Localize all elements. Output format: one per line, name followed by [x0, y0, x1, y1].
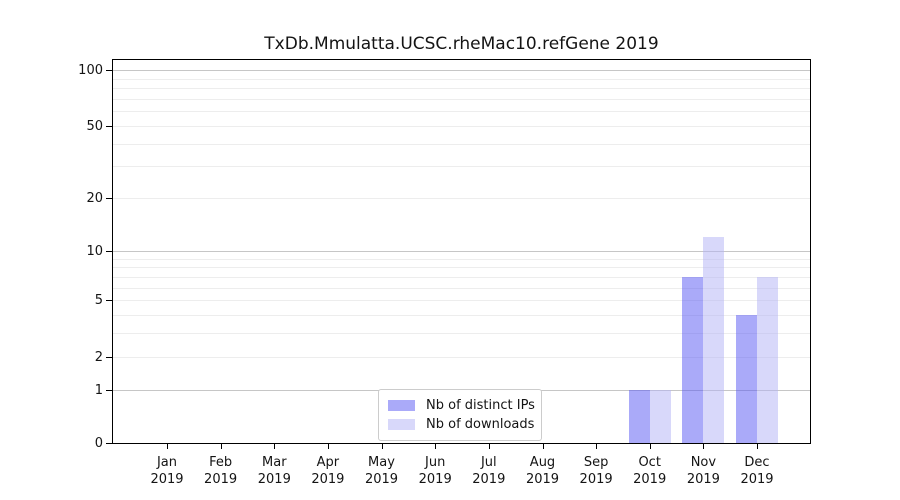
y-tick-mark-20: [106, 198, 112, 200]
gridline-50: [113, 125, 810, 127]
gridline-70: [113, 98, 810, 100]
gridline-2: [113, 356, 810, 358]
y-tick-label-10: 10: [86, 243, 103, 259]
x-tick-mark-9: [596, 444, 598, 449]
gridline-4: [113, 315, 810, 317]
y-tick-mark-100: [106, 70, 112, 71]
gridline-9: [113, 258, 810, 260]
legend-label-2: Nb of downloads: [426, 417, 535, 432]
y-tick-label-5: 5: [94, 293, 103, 309]
x-tick-label-9: Sep 2019: [579, 455, 613, 487]
x-tick-mark-6: [435, 444, 437, 449]
x-tick-mark-10: [649, 444, 651, 449]
y-tick-mark-10: [106, 250, 112, 252]
gridline-7: [113, 276, 810, 278]
x-tick-label-8: Aug 2019: [525, 455, 560, 487]
gridline-5: [113, 300, 810, 302]
gridline-20: [113, 198, 810, 200]
y-tick-label-2: 2: [94, 349, 103, 365]
legend-swatch-1: [388, 400, 415, 411]
x-tick-label-4: Apr 2019: [311, 455, 345, 487]
x-tick-label-10: Oct 2019: [633, 455, 667, 487]
y-tick-mark-2: [106, 356, 112, 358]
bar-dec-2019-ips: [736, 315, 757, 443]
x-tick-label-12: Dec 2019: [740, 455, 774, 487]
legend-item-2: Nb of downloads: [379, 418, 541, 431]
bar-dec-2019-downloads: [757, 276, 778, 443]
y-tick-label-1: 1: [94, 383, 103, 398]
y-tick-mark-5: [106, 300, 112, 302]
gridline-10: [113, 250, 810, 252]
chart-title: TxDb.Mmulatta.UCSC.rheMac10.refGene 2019: [264, 34, 659, 54]
gridline-60: [113, 111, 810, 113]
gridline-6: [113, 287, 810, 289]
gridline-80: [113, 88, 810, 89]
x-tick-mark-7: [488, 444, 490, 449]
gridline-30: [113, 166, 810, 168]
x-tick-label-2: Feb 2019: [204, 455, 238, 487]
legend-label-1: Nb of distinct IPs: [426, 398, 535, 413]
plot-area: 100 50 20 10 5 2 1 0 Jan 2019 Feb 2019 Mar 2019 Ap…: [78, 59, 811, 487]
x-tick-mark-1: [167, 444, 168, 449]
x-tick-mark-5: [381, 444, 383, 449]
x-tick-mark-11: [703, 444, 705, 449]
x-tick-label-3: Mar 2019: [257, 455, 291, 487]
gridline-8: [113, 267, 810, 269]
x-tick-mark-12: [757, 444, 758, 449]
x-tick-mark-3: [274, 444, 276, 449]
y-tick-mark-50: [106, 125, 112, 127]
bar-oct-2019-ips: [628, 390, 650, 443]
x-tick-label-11: Nov 2019: [686, 455, 720, 487]
y-tick-mark-0: [106, 443, 112, 444]
x-tick-label-6: Jun 2019: [418, 455, 452, 487]
x-tick-mark-8: [542, 444, 544, 449]
bar-nov-2019-downloads: [703, 237, 725, 443]
x-tick-label-1: Jan 2019: [150, 455, 184, 487]
y-tick-label-50: 50: [86, 118, 103, 134]
gridline-100: [113, 70, 810, 71]
x-tick-label-5: May 2019: [364, 455, 399, 487]
legend-swatch-2: [388, 419, 415, 430]
y-tick-label-100: 100: [78, 63, 103, 78]
legend: Nb of distinct IPs Nb of downloads: [378, 389, 542, 441]
y-tick-label-20: 20: [86, 191, 103, 207]
gridline-90: [113, 78, 810, 80]
x-tick-mark-2: [220, 444, 222, 449]
legend-item-1: Nb of distinct IPs: [379, 399, 541, 412]
gridline-40: [113, 143, 810, 145]
x-tick-label-7: Jul 2019: [472, 455, 506, 487]
bar-nov-2019-ips: [682, 276, 704, 443]
x-tick-mark-4: [327, 444, 329, 449]
y-tick-label-0: 0: [94, 436, 103, 451]
gridline-3: [113, 333, 810, 335]
y-tick-mark-1: [106, 390, 112, 391]
bar-oct-2019-downloads: [649, 390, 671, 443]
